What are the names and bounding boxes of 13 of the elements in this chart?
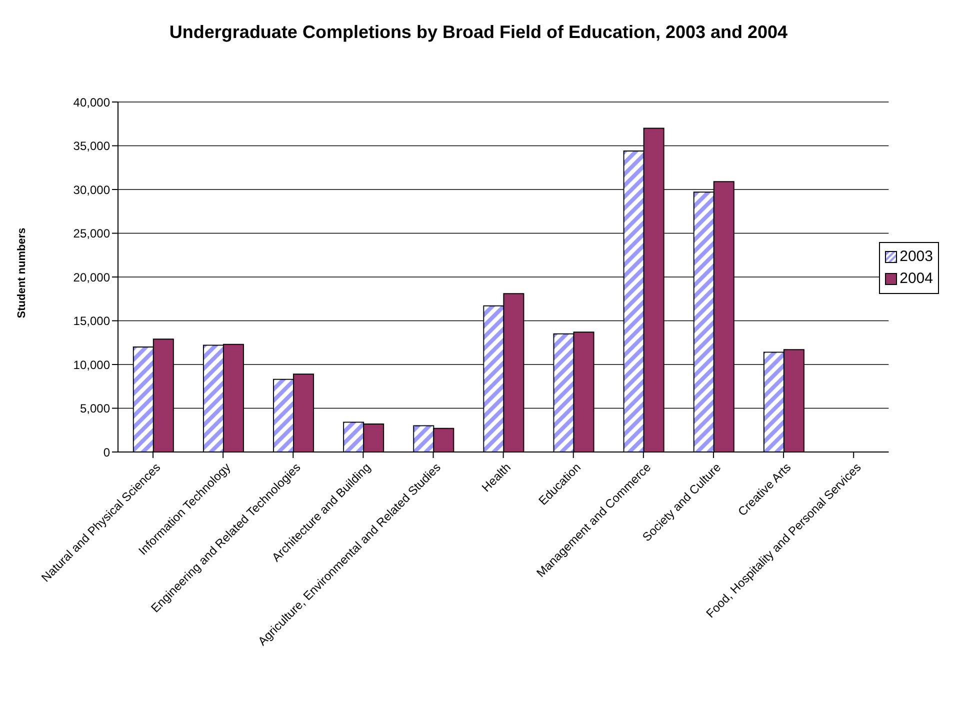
y-tick-label: 15,000 (73, 314, 110, 328)
y-tick-label: 25,000 (73, 226, 110, 241)
chart-title: Undergraduate Completions by Broad Field of Education, 2003 and 2004 (168, 21, 789, 44)
y-tick-label: 10,000 (73, 358, 110, 372)
y-tick-label: 30,000 (73, 182, 110, 197)
legend-label: 2003 (900, 247, 933, 267)
y-tick-label: 35,000 (73, 139, 110, 154)
y-tick-label: 20,000 (73, 270, 110, 284)
y-tick-label: 0 (103, 445, 110, 460)
legend-label: 2004 (900, 269, 933, 289)
y-axis-title: Student numbers (16, 228, 28, 318)
y-tick-label: 5,000 (80, 402, 110, 416)
y-tick-label: 40,000 (73, 95, 110, 110)
